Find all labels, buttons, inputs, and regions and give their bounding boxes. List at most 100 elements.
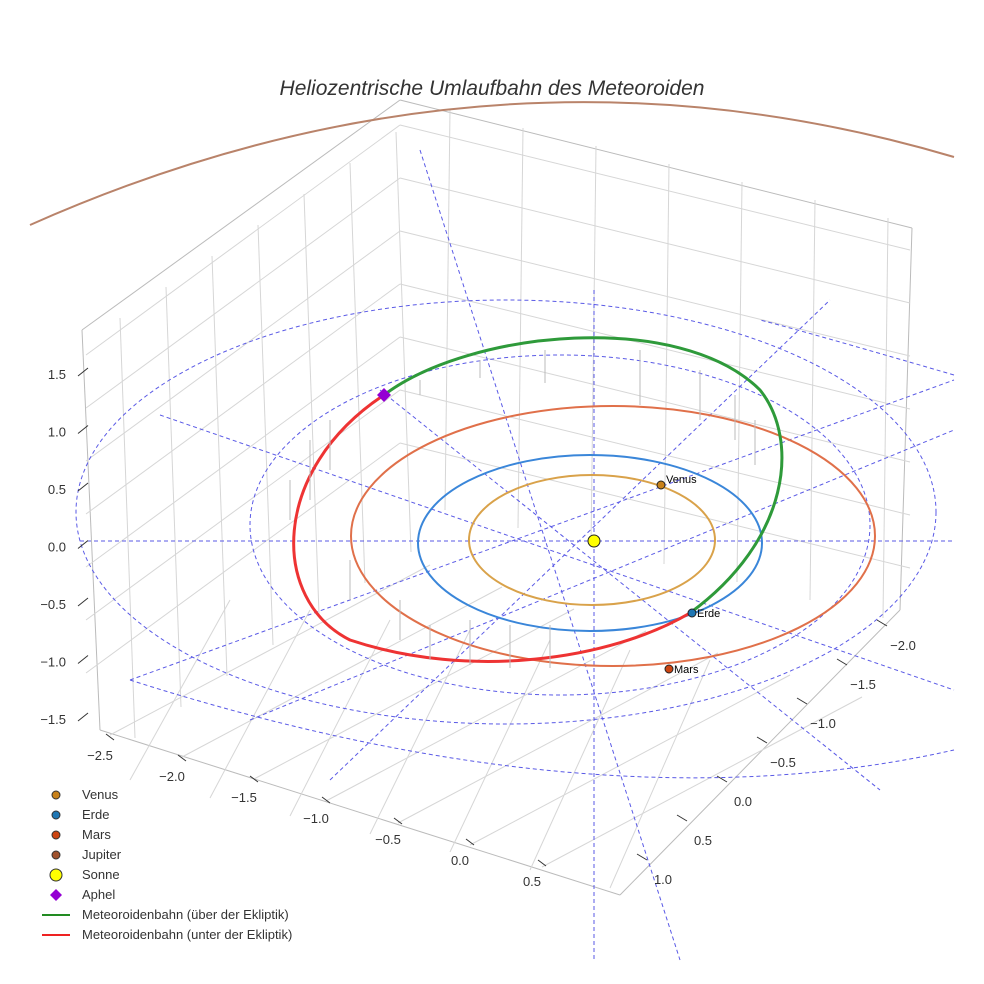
grid-line — [399, 124, 911, 251]
legend-marker — [51, 850, 61, 860]
reference-grid — [75, 149, 955, 961]
z-tick-label: −1.5 — [40, 712, 66, 727]
x-tick-mark — [537, 859, 547, 867]
x-tick-label: −0.5 — [375, 832, 401, 847]
z-tick-mark — [77, 540, 89, 549]
meteoroid-path — [289, 336, 784, 668]
grid-line — [399, 283, 911, 410]
z-tick-mark — [77, 367, 89, 377]
y-tick-label: 0.0 — [734, 794, 752, 809]
legend-item[interactable]: Erde — [82, 807, 109, 822]
path-below-ecliptic — [292, 393, 691, 663]
z-tick-label: 0.0 — [48, 540, 66, 555]
x-tick-mark — [249, 775, 259, 783]
grid-line — [399, 442, 911, 569]
chart-title: Heliozentrische Umlaufbahn des Meteoroid… — [280, 77, 705, 100]
legend-marker — [51, 810, 61, 820]
z-tick-mark — [77, 482, 89, 492]
reference-circle — [75, 299, 937, 725]
y-tick-label: −0.5 — [770, 755, 796, 770]
legend-item[interactable]: Sonne — [82, 867, 120, 882]
grid-line — [399, 230, 911, 357]
x-tick-mark — [393, 817, 403, 825]
grid-line — [349, 162, 366, 584]
reference-line — [159, 414, 955, 691]
grid-line — [541, 696, 863, 868]
orbit-venus — [468, 474, 716, 606]
x-tick-mark — [105, 733, 115, 741]
grid-line — [517, 127, 524, 529]
grid-line — [529, 649, 631, 871]
axis-edge — [99, 729, 621, 896]
y-tick-mark — [676, 814, 688, 822]
x-tick-label: −2.5 — [87, 748, 113, 763]
label-venus: Venus — [666, 474, 697, 486]
axis-edge — [399, 99, 913, 229]
grid — [81, 99, 913, 896]
y-tick-mark — [836, 658, 848, 666]
legend-item[interactable]: Venus — [82, 787, 119, 802]
x-tick-label: 0.0 — [451, 853, 469, 868]
grid-line — [85, 283, 401, 515]
y-tick-label: −2.0 — [890, 638, 916, 653]
x-tick-mark — [465, 838, 475, 846]
path-above-ecliptic — [383, 336, 784, 615]
x-tick-mark — [321, 796, 331, 804]
legend-item[interactable]: Aphel — [82, 887, 115, 902]
x-tick-label: 0.5 — [523, 874, 541, 889]
grid-line — [399, 177, 911, 304]
grid-line — [399, 336, 911, 463]
marker-sonne — [587, 534, 601, 548]
grid-line — [444, 109, 451, 511]
grid-line — [85, 124, 401, 356]
y-tick-mark — [716, 775, 728, 783]
orbit-erde — [417, 454, 763, 632]
grid-line — [325, 630, 647, 802]
y-tick-mark — [796, 697, 808, 705]
legend-item[interactable]: Meteoroidenbahn (über der Ekliptik) — [82, 907, 289, 922]
x-tick-mark — [177, 754, 187, 762]
y-tick-mark — [756, 736, 768, 744]
axis-edge — [899, 227, 913, 611]
grid-line — [253, 608, 575, 780]
grid-line — [119, 317, 136, 739]
z-tick-label: −0.5 — [40, 597, 66, 612]
legend[interactable]: Venus Erde Mars Jupiter Sonne Aphel Meteoroide… — [42, 787, 292, 942]
legend-item[interactable]: Meteoroidenbahn (unter der Ekliptik) — [82, 927, 292, 942]
bodies: Venus Erde Mars — [377, 388, 720, 676]
legend-item[interactable]: Mars — [82, 827, 111, 842]
marker-aphel — [377, 388, 391, 402]
y-tick-mark — [636, 853, 648, 861]
legend-marker — [49, 868, 63, 882]
reference-line — [129, 379, 955, 681]
grid-line — [303, 193, 320, 615]
grid-line — [85, 230, 401, 462]
y-tick-label: −1.0 — [810, 716, 836, 731]
label-mars: Mars — [674, 664, 699, 676]
z-tick-label: 1.0 — [48, 425, 66, 440]
grid-line — [395, 131, 412, 553]
grid-line — [209, 609, 311, 799]
y-tick-label: 0.5 — [694, 833, 712, 848]
grid-line — [165, 286, 182, 708]
z-tick-mark — [77, 425, 89, 434]
reference-circle — [129, 679, 955, 779]
legend-marker — [50, 889, 62, 901]
z-tick-mark — [77, 597, 89, 607]
grid-line — [449, 639, 551, 853]
legend-item[interactable]: Jupiter — [82, 847, 122, 862]
axis-edge — [619, 609, 901, 896]
legend-marker — [51, 830, 61, 840]
grid-line — [85, 177, 401, 409]
grid-line — [397, 652, 719, 824]
grid-line — [289, 619, 391, 817]
reference-line — [419, 149, 681, 961]
marker-mars — [664, 664, 674, 674]
reference-circle — [759, 319, 955, 376]
z-tick-mark — [77, 655, 89, 664]
grid-line — [399, 389, 911, 516]
grid-line — [85, 336, 401, 568]
x-tick-label: −2.0 — [159, 769, 185, 784]
y-tick-label: −1.5 — [850, 677, 876, 692]
